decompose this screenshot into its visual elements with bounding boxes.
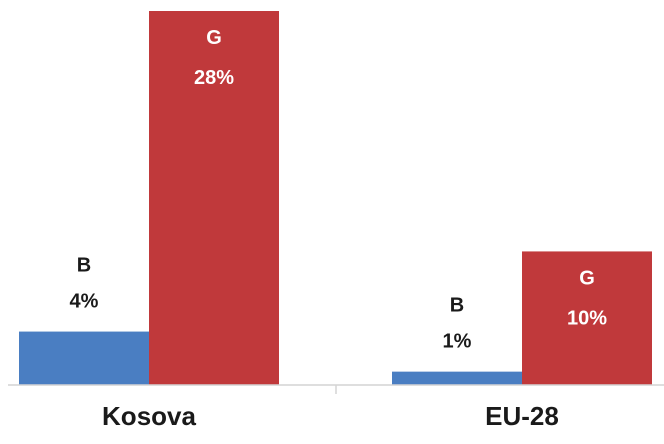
bar-kosova-g — [149, 11, 279, 385]
data-label-value-eu-28-b: 1% — [443, 331, 472, 353]
data-label-series-eu-28-g: G — [579, 267, 595, 289]
data-label-value-kosova-b: 4% — [70, 291, 99, 313]
bar-kosova-b — [19, 331, 149, 385]
data-label-series-eu-28-b: B — [450, 295, 464, 317]
data-label-value-eu-28-g: 10% — [567, 307, 607, 329]
category-label-kosova: Kosova — [102, 401, 196, 431]
data-label-series-kosova-g: G — [206, 27, 222, 49]
bar-eu-28-b — [392, 371, 522, 385]
category-label-eu-28: EU-28 — [485, 401, 559, 431]
data-label-series-kosova-b: B — [77, 255, 91, 277]
data-label-value-kosova-g: 28% — [194, 67, 234, 89]
bar-eu-28-g — [522, 251, 652, 385]
